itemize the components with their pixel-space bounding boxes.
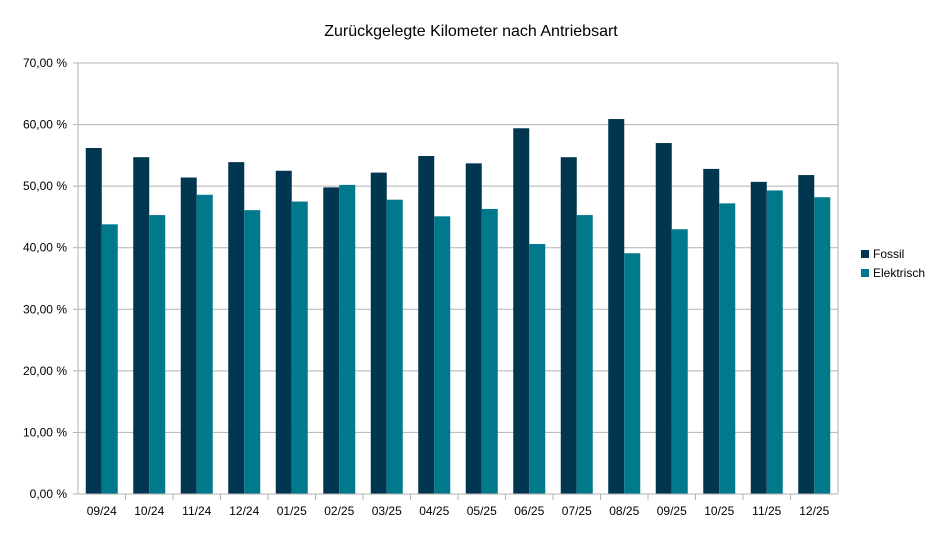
x-tick-label: 11/25 <box>752 504 781 518</box>
legend-swatch-fossil <box>861 250 869 258</box>
x-tick-label: 05/25 <box>467 504 497 518</box>
bar-elektrisch-08-25 <box>624 253 641 494</box>
y-tick-label: 50,00 % <box>23 179 67 193</box>
x-tick-label: 10/24 <box>134 504 164 518</box>
bars <box>85 119 831 495</box>
bar-fossil-07-25 <box>560 157 577 494</box>
legend-swatch-elektrisch <box>861 269 869 277</box>
bar-elektrisch-01-25 <box>291 201 308 495</box>
bar-fossil-06-25 <box>513 128 530 494</box>
x-tick-label: 03/25 <box>372 504 402 518</box>
bar-fossil-11-24 <box>180 177 197 494</box>
legend-label-elektrisch: Elektrisch <box>873 266 925 280</box>
bar-elektrisch-10-24 <box>149 215 166 494</box>
bar-fossil-05-25 <box>465 163 482 494</box>
x-tick-label: 06/25 <box>514 504 544 518</box>
bar-elektrisch-05-25 <box>481 208 498 494</box>
bar-fossil-10-24 <box>133 157 150 494</box>
x-tick-label: 07/25 <box>562 504 592 518</box>
x-tick-label: 08/25 <box>609 504 639 518</box>
x-tick-label: 12/25 <box>799 504 829 518</box>
bar-fossil-08-25 <box>608 119 625 494</box>
bar-elektrisch-12-25 <box>814 197 831 494</box>
x-tick-label: 10/25 <box>704 504 734 518</box>
chart-title: Zurückgelegte Kilometer nach Antriebsart <box>324 23 618 40</box>
x-tick-label: 01/25 <box>277 504 307 518</box>
y-tick-label: 30,00 % <box>23 302 67 316</box>
y-tick-label: 60,00 % <box>23 118 67 132</box>
y-tick-label: 20,00 % <box>23 364 67 378</box>
bar-fossil-09-25 <box>655 143 672 495</box>
x-tick-label: 12/24 <box>229 504 259 518</box>
x-tick-label: 11/24 <box>182 504 211 518</box>
y-tick-label: 70,00 % <box>23 56 67 70</box>
y-tick-label: 0,00 % <box>30 487 68 501</box>
bar-elektrisch-07-25 <box>576 215 593 494</box>
bar-fossil-09-24 <box>85 147 102 494</box>
y-tick-label: 40,00 % <box>23 241 67 255</box>
bar-elektrisch-11-24 <box>196 194 213 494</box>
bar-elektrisch-11-25 <box>766 190 783 494</box>
bar-elektrisch-04-25 <box>434 216 451 494</box>
bar-fossil-10-25 <box>703 168 720 494</box>
bar-elektrisch-03-25 <box>386 199 403 494</box>
bar-elektrisch-12-24 <box>244 210 261 495</box>
bar-elektrisch-10-25 <box>719 203 736 494</box>
bar-fossil-12-25 <box>798 175 815 494</box>
bar-fossil-12-24 <box>228 162 245 494</box>
bar-fossil-04-25 <box>418 155 435 495</box>
legend: Fossil Elektrisch <box>861 247 925 280</box>
x-tick-label: 09/25 <box>657 504 687 518</box>
legend-label-fossil: Fossil <box>873 247 904 261</box>
bar-elektrisch-06-25 <box>529 244 546 494</box>
bar-elektrisch-09-25 <box>671 229 688 494</box>
bar-fossil-01-25 <box>275 170 292 494</box>
bar-elektrisch-02-25 <box>339 184 356 494</box>
bar-fossil-02-25 <box>323 187 340 495</box>
x-tick-label: 04/25 <box>419 504 449 518</box>
bar-elektrisch-09-24 <box>101 224 118 494</box>
y-tick-label: 10,00 % <box>23 425 67 439</box>
x-tick-label: 02/25 <box>324 504 354 518</box>
axes: 0,00 % 10,00 % 20,00 % 30,00 % 40,00 % 50,00 … <box>23 56 839 518</box>
bar-fossil-03-25 <box>370 172 387 494</box>
bar-fossil-11-25 <box>750 181 767 494</box>
x-tick-label: 09/24 <box>87 504 117 518</box>
